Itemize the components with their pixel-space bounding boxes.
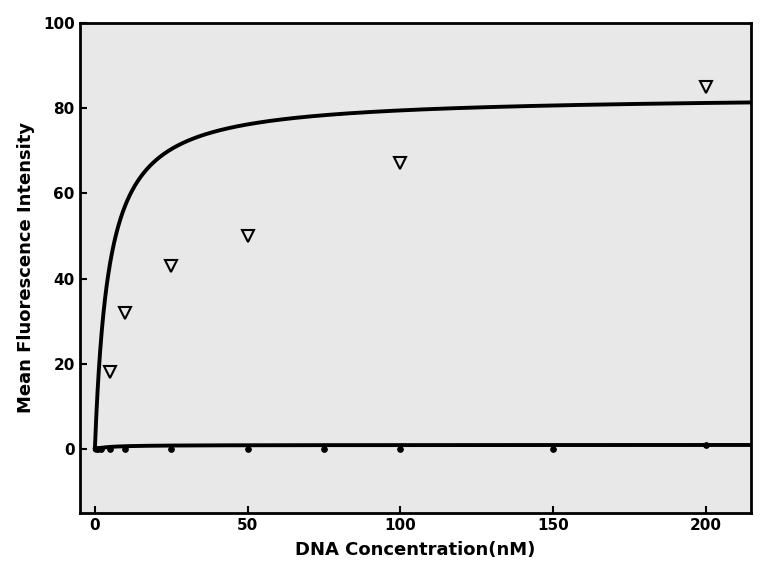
X-axis label: DNA Concentration(nM): DNA Concentration(nM) (295, 541, 535, 559)
Y-axis label: Mean Fluorescence Intensity: Mean Fluorescence Intensity (17, 122, 35, 414)
